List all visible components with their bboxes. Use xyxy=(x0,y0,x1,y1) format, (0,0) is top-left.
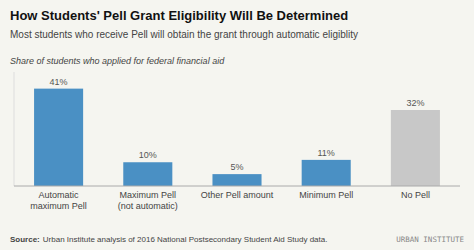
source-label: Source: xyxy=(10,235,40,244)
bar xyxy=(212,174,261,186)
background xyxy=(0,0,474,250)
source: Source:Urban Institute analysis of 2016 … xyxy=(10,235,327,244)
x-tick-label: Minimum Pell xyxy=(299,190,353,200)
x-axis-line xyxy=(14,186,460,187)
y-axis-line xyxy=(14,72,15,186)
data-label: 10% xyxy=(139,150,157,160)
bar xyxy=(34,89,83,186)
data-label: 41% xyxy=(50,77,68,87)
bar xyxy=(391,110,440,186)
x-tick-label: No Pell xyxy=(401,190,430,200)
x-tick-label: Other Pell amount xyxy=(201,190,274,200)
subtitle: Most students who receive Pell will obta… xyxy=(10,29,358,40)
x-tick-label: Maximum Pell(not automatic) xyxy=(118,190,178,211)
source-text: Urban Institute analysis of 2016 Nationa… xyxy=(43,235,328,244)
chart: How Students' Pell Grant Eligibility Wil… xyxy=(0,0,474,250)
watermark: URBAN INSTITUTE xyxy=(396,235,464,244)
data-label: 11% xyxy=(318,148,335,158)
title: How Students' Pell Grant Eligibility Wil… xyxy=(10,8,348,23)
data-label: 5% xyxy=(230,162,243,172)
data-label: 32% xyxy=(406,98,424,108)
axis-label: Share of students who applied for federa… xyxy=(10,56,225,66)
bar xyxy=(302,160,351,186)
x-tick-label: Automaticmaximum Pell xyxy=(30,190,87,211)
bars xyxy=(34,89,440,186)
bar xyxy=(123,162,172,186)
